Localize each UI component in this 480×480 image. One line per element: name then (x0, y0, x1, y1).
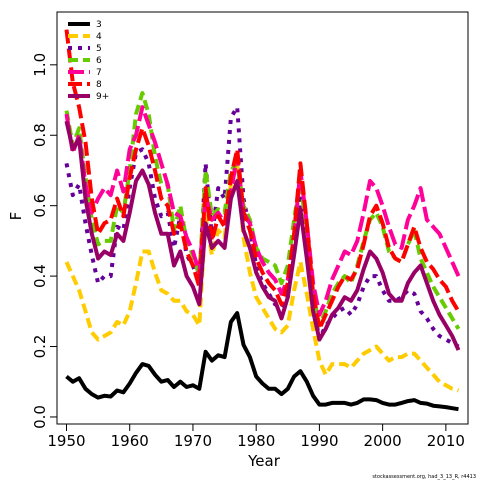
legend-label-5: 8 (96, 80, 102, 90)
series-line-5 (64, 29, 461, 331)
series-line-4 (64, 105, 461, 317)
legend-label-1: 4 (96, 32, 102, 42)
y-tick-label: 1.0 (31, 53, 49, 77)
legend-label-3: 6 (96, 56, 102, 66)
plot-frame (56, 11, 469, 425)
series-layer (64, 29, 461, 412)
y-tick-label: 0.2 (31, 335, 49, 359)
y-tick-label: 0.4 (31, 264, 49, 288)
y-axis-label: F (7, 212, 25, 221)
legend-label-2: 5 (96, 44, 102, 54)
x-tick-label: 1980 (237, 432, 275, 450)
credit-text: stockassessment.org, had_3_13_R, r4413 (372, 474, 476, 480)
axes-layer: 1950 1960 1970 1980 1990 2000 2010 0.0 0.2 0.4 0.6… (31, 53, 465, 450)
y-tick-label: 0.6 (31, 194, 49, 218)
x-tick-label: 1950 (47, 432, 85, 450)
series-line-1 (64, 161, 460, 393)
legend-label-4: 7 (96, 68, 102, 78)
x-tick-label: 2010 (427, 432, 465, 450)
legend-label-0: 3 (96, 20, 102, 30)
legend: 3 4 5 6 7 8 9+ (68, 20, 109, 102)
x-tick-label: 1970 (174, 432, 212, 450)
series-line-6 (64, 120, 461, 351)
y-tick-label: 0.8 (31, 123, 49, 147)
x-tick-label: 2000 (364, 432, 402, 450)
series-line-0 (65, 311, 459, 412)
x-tick-label: 1960 (111, 432, 149, 450)
x-tick-label: 1990 (300, 432, 338, 450)
legend-label-6: 9+ (96, 92, 109, 102)
x-axis-label: Year (247, 452, 281, 470)
y-tick-label: 0.0 (31, 405, 49, 429)
